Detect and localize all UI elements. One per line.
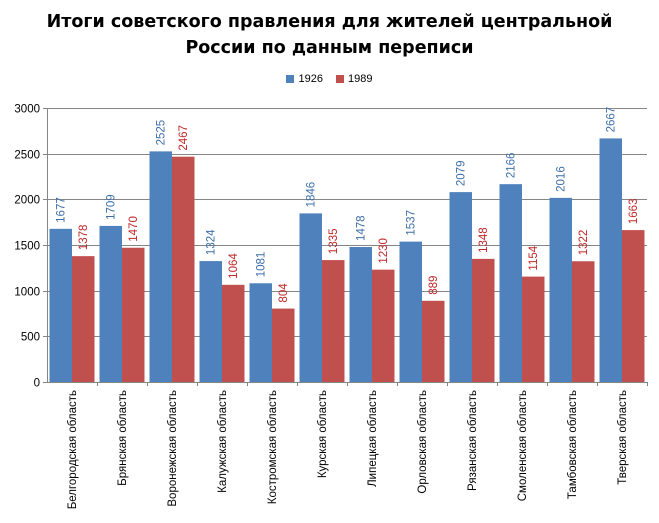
x-category-label: Костромская область xyxy=(267,390,279,504)
bar-1989 xyxy=(522,276,545,382)
data-label-1989: 1230 xyxy=(378,238,390,264)
bar-1926 xyxy=(349,247,372,382)
data-label-1989: 1064 xyxy=(228,253,240,279)
data-label-1926: 2166 xyxy=(506,153,518,179)
data-label-1989: 1378 xyxy=(78,225,90,251)
bar-1926 xyxy=(49,228,72,382)
data-label-1926: 1709 xyxy=(106,194,118,220)
legend-item-1989: 1989 xyxy=(336,73,373,85)
bar-1926 xyxy=(399,241,422,382)
data-label-1926: 1677 xyxy=(56,197,68,223)
legend: 1926 1989 xyxy=(0,73,659,86)
chart-title: Итоги советского правления для жителей ц… xyxy=(0,9,659,61)
bar-1926 xyxy=(99,225,122,382)
data-label-1926: 2525 xyxy=(156,120,168,146)
data-label-1926: 2667 xyxy=(606,107,618,133)
chart-title-line-2: России по данным переписи xyxy=(185,38,474,58)
bar-1989 xyxy=(422,300,445,382)
y-tick-label: 1500 xyxy=(14,241,40,253)
bar-1989 xyxy=(172,156,195,382)
x-category-label: Тамбовская область xyxy=(567,390,579,499)
x-category-label: Тверская область xyxy=(617,390,629,485)
x-category-label: Липецкая область xyxy=(367,390,379,487)
bar-1989 xyxy=(272,308,295,382)
bar-1926 xyxy=(599,138,622,382)
data-label-1926: 1324 xyxy=(206,229,218,255)
bar-1926 xyxy=(549,197,572,382)
y-tick-label: 2500 xyxy=(14,150,40,162)
data-label-1989: 1335 xyxy=(328,228,340,254)
bar-1989 xyxy=(122,247,145,382)
bar-1989 xyxy=(322,260,345,382)
x-category-label: Смоленская область xyxy=(517,390,529,501)
bar-1989 xyxy=(472,258,495,382)
data-label-1926: 1537 xyxy=(406,210,418,236)
x-category-label: Рязанская область xyxy=(467,390,479,491)
bar-1926 xyxy=(149,151,172,382)
data-label-1989: 2467 xyxy=(178,125,190,151)
bar-1926 xyxy=(249,283,272,382)
data-label-1926: 2079 xyxy=(456,161,468,187)
legend-item-1926: 1926 xyxy=(286,73,323,85)
x-category-label: Калужская область xyxy=(217,390,229,493)
data-label-1926: 1846 xyxy=(306,182,318,208)
bar-1989 xyxy=(72,256,95,382)
bar-1926 xyxy=(299,213,322,382)
data-label-1989: 889 xyxy=(428,276,440,295)
data-label-1926: 1081 xyxy=(256,252,268,278)
y-tick-label: 3000 xyxy=(14,104,40,116)
bar-1989 xyxy=(622,230,645,382)
data-label-1989: 1663 xyxy=(628,199,640,225)
bar-1989 xyxy=(222,284,245,382)
y-tick-label: 500 xyxy=(21,332,40,344)
bar-1989 xyxy=(372,269,395,382)
data-label-1926: 1478 xyxy=(356,215,368,241)
y-tick-label: 2000 xyxy=(14,195,40,207)
data-label-1926: 2016 xyxy=(556,166,568,192)
x-category-label: Курская область xyxy=(317,390,329,478)
x-category-label: Воронежская область xyxy=(167,390,179,507)
bar-1926 xyxy=(449,192,472,382)
x-category-label: Орловская область xyxy=(417,390,429,494)
x-category-label: Брянская область xyxy=(117,390,129,486)
bar-1926 xyxy=(199,261,222,382)
data-label-1989: 1154 xyxy=(528,245,540,270)
legend-swatch-1989 xyxy=(336,75,345,83)
x-category-label: Белгородская область xyxy=(67,390,79,509)
y-tick-label: 0 xyxy=(34,378,40,390)
y-tick-label: 1000 xyxy=(14,287,40,299)
legend-label-1989: 1989 xyxy=(348,73,373,85)
data-label-1989: 1470 xyxy=(128,216,140,242)
chart-title-line-1: Итоги советского правления для жителей ц… xyxy=(46,12,613,32)
bar-1989 xyxy=(572,261,595,382)
bar-1926 xyxy=(499,184,522,382)
data-label-1989: 804 xyxy=(278,283,290,303)
data-label-1989: 1348 xyxy=(478,227,490,253)
data-label-1989: 1322 xyxy=(578,230,590,256)
legend-swatch-1926 xyxy=(286,75,295,83)
legend-label-1926: 1926 xyxy=(298,73,323,85)
